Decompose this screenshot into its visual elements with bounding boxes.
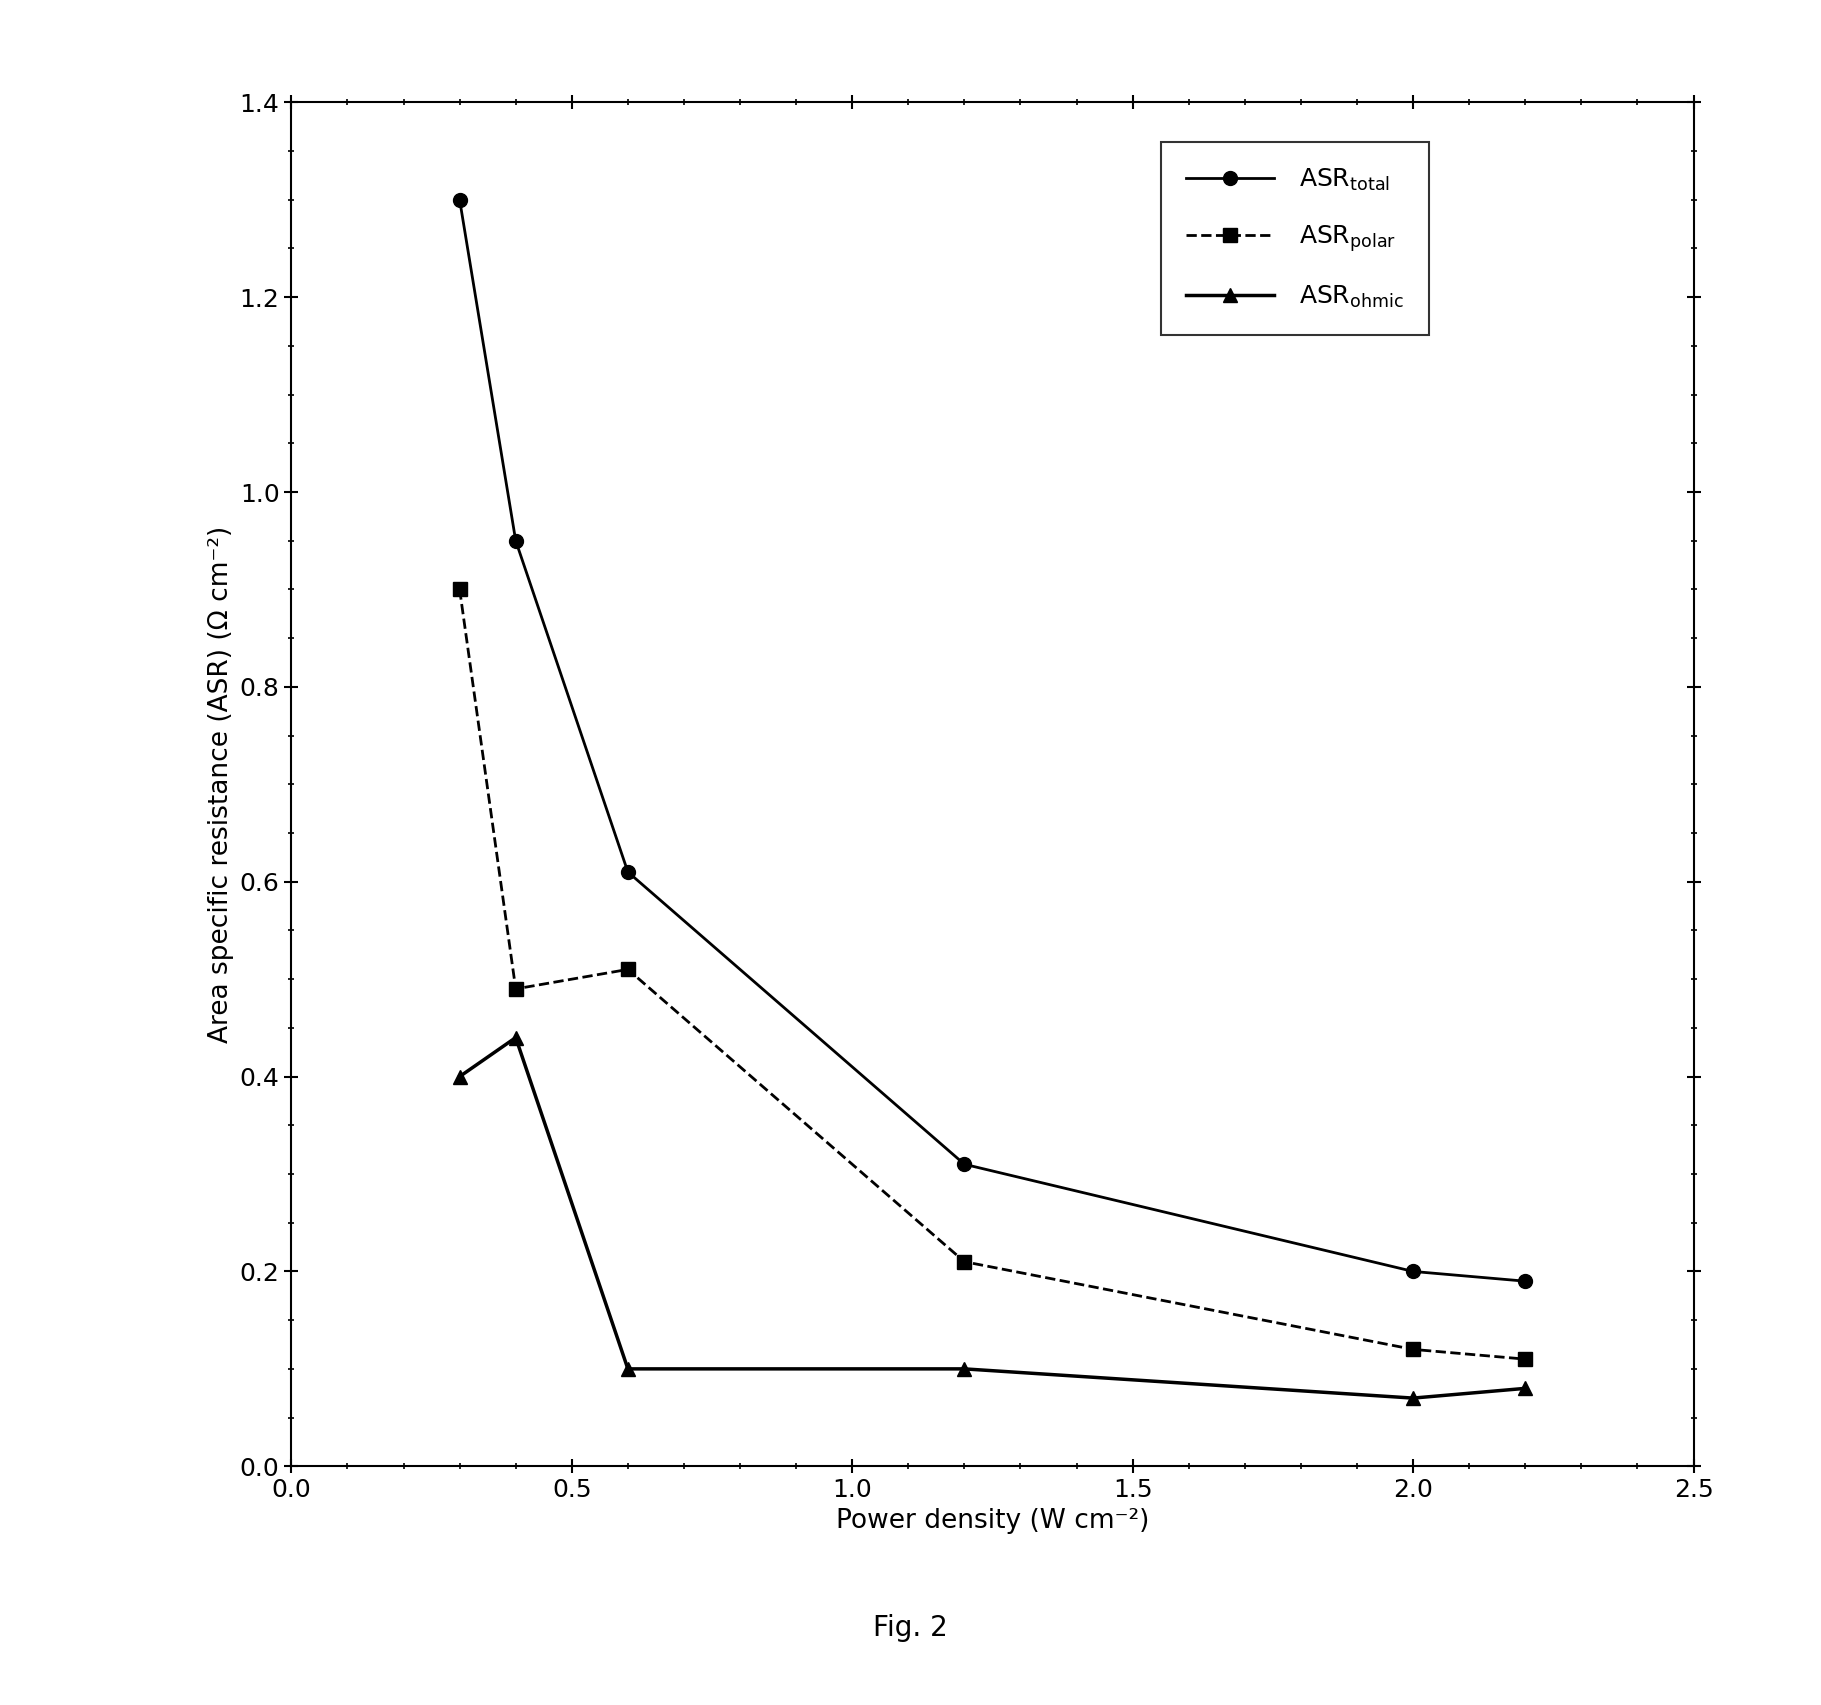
Legend: ASR$_{\mathregular{total}}$, ASR$_{\mathregular{polar}}$, ASR$_{\mathregular{ohm: ASR$_{\mathregular{total}}$, ASR$_{\math…	[1162, 142, 1429, 336]
Text: Fig. 2: Fig. 2	[872, 1615, 949, 1642]
Y-axis label: Area specific resistance (ASR) (Ω cm⁻²): Area specific resistance (ASR) (Ω cm⁻²)	[208, 525, 235, 1043]
X-axis label: Power density (W cm⁻²): Power density (W cm⁻²)	[836, 1507, 1149, 1534]
